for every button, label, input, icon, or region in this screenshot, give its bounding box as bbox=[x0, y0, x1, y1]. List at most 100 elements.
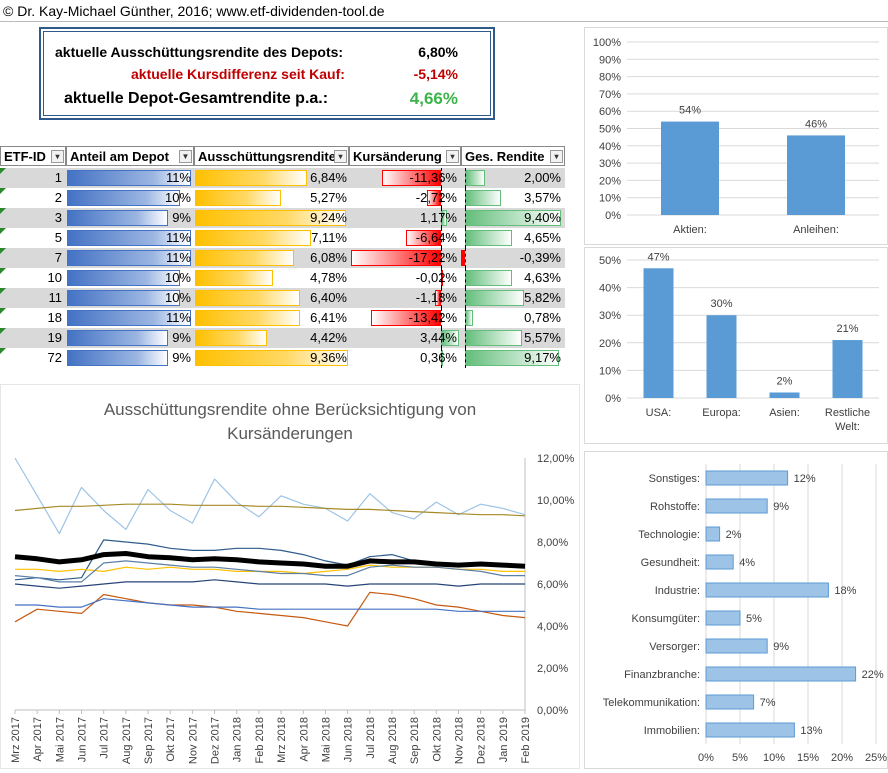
cell-ges: 4,65% bbox=[524, 230, 561, 245]
comment-marker bbox=[0, 228, 6, 234]
cell-etf-id: 72 bbox=[47, 350, 62, 365]
anteil-bar bbox=[67, 270, 180, 286]
dropdown-icon[interactable]: ▾ bbox=[446, 150, 459, 163]
y-tick-label: 50% bbox=[599, 255, 621, 267]
series-line bbox=[14, 457, 526, 535]
ausschuettung-bar bbox=[195, 290, 300, 306]
ausschuettung-bar bbox=[195, 310, 300, 326]
anteil-bar bbox=[67, 170, 191, 186]
cell-anteil: 11% bbox=[165, 170, 191, 185]
summary-box: aktuelle Ausschüttungsrendite des Depots… bbox=[39, 27, 495, 120]
x-tick-label: Aug 2017 bbox=[121, 717, 133, 764]
y-category-label: Telekommunikation: bbox=[603, 697, 700, 709]
cell-etf-id: 2 bbox=[54, 190, 62, 205]
comment-marker bbox=[0, 328, 6, 334]
y-tick-label: 30% bbox=[599, 310, 621, 322]
ges-axis-line bbox=[465, 348, 466, 368]
kurs-axis-line bbox=[441, 248, 442, 268]
col-header-anteil[interactable]: Anteil am Depot ▼ bbox=[66, 146, 194, 166]
data-label: 18% bbox=[834, 585, 856, 597]
cell-anteil: 10% bbox=[164, 290, 191, 305]
data-label: 9% bbox=[773, 501, 789, 513]
data-label: 54% bbox=[679, 105, 701, 117]
series-line bbox=[15, 598, 525, 612]
data-label: 47% bbox=[647, 251, 669, 263]
kurs-axis-line bbox=[441, 268, 442, 288]
col-header-ges[interactable]: Ges. Rendite ▾ bbox=[461, 146, 565, 166]
bar bbox=[705, 722, 795, 738]
summary-total-value: 4,66% bbox=[409, 89, 458, 108]
y-category-label: Versorger: bbox=[649, 641, 700, 653]
x-category-label: Anleihen: bbox=[793, 224, 839, 236]
y-tick-label: 20% bbox=[599, 175, 621, 187]
kurs-axis-line bbox=[441, 168, 442, 188]
x-tick-label: Mrz 2018 bbox=[276, 717, 288, 763]
cell-ausschuettung: 4,78% bbox=[310, 270, 347, 285]
cell-anteil: 11% bbox=[165, 230, 191, 245]
cell-etf-id: 18 bbox=[47, 310, 62, 325]
x-tick-label: Jul 2018 bbox=[365, 717, 377, 759]
ges-axis-line bbox=[465, 268, 466, 288]
col-header-etf-id[interactable]: ETF-ID ▾ bbox=[0, 146, 66, 166]
x-tick-label: Mrz 2017 bbox=[10, 717, 22, 763]
x-tick-label: 20% bbox=[831, 752, 853, 764]
data-label: 22% bbox=[862, 669, 884, 681]
cell-anteil: 11% bbox=[165, 250, 191, 265]
table-row: 11 10% 6,40% -1,18% 5,82% bbox=[0, 288, 565, 308]
chart-title: Ausschüttungsrendite ohne Berücksichtigu… bbox=[104, 400, 476, 419]
x-tick-label: Okt 2017 bbox=[165, 717, 177, 762]
cell-ges: 2,00% bbox=[524, 170, 561, 185]
bar bbox=[661, 121, 719, 215]
bar bbox=[705, 610, 741, 626]
col-header-label: Anteil am Depot bbox=[70, 149, 169, 164]
cell-ges: -0,39% bbox=[519, 250, 561, 265]
col-header-ausschuettung[interactable]: Ausschüttungsrendite ▾ bbox=[194, 146, 349, 166]
summary-dividend-value: 6,80% bbox=[418, 44, 458, 60]
cell-ausschuettung: 7,11% bbox=[311, 230, 347, 245]
kurs-bar-negative bbox=[381, 170, 441, 186]
table-row: 3 9% 9,24% 1,17% 9,40% bbox=[0, 208, 565, 228]
y-category-label: Konsumgüter: bbox=[632, 613, 700, 625]
series-line bbox=[14, 579, 525, 589]
x-tick-label: 10% bbox=[763, 752, 785, 764]
bar bbox=[705, 666, 857, 682]
asset-class-chart-panel: 0% 10% 20% 30% 40% 50% 60% 70% 80% 90% 100% 54% Akti… bbox=[584, 27, 888, 245]
cell-etf-id: 3 bbox=[54, 210, 62, 225]
x-category-label: Restliche bbox=[825, 407, 870, 419]
kurs-bar-negative bbox=[351, 250, 441, 266]
comment-marker bbox=[0, 208, 6, 214]
y-tick-label: 60% bbox=[599, 106, 621, 118]
x-tick-label: Aug 2018 bbox=[387, 717, 399, 764]
cell-etf-id: 5 bbox=[54, 230, 62, 245]
y-category-label: Gesundheit: bbox=[641, 557, 700, 569]
chart-title: Kursänderungen bbox=[227, 424, 353, 443]
data-label: 2% bbox=[726, 529, 742, 541]
y-tick-label: 10% bbox=[599, 193, 621, 205]
comment-marker bbox=[0, 348, 6, 354]
cell-ausschuettung: 5,27% bbox=[310, 190, 347, 205]
summary-dividend-label: aktuelle Ausschüttungsrendite des Depots… bbox=[55, 44, 344, 60]
col-header-kurs[interactable]: Kursänderung ▾ bbox=[349, 146, 461, 166]
table-row: 5 11% 7,11% -6,64% 4,65% bbox=[0, 228, 565, 248]
dropdown-icon[interactable]: ▾ bbox=[334, 150, 347, 163]
table-row: 18 11% 6,41% -13,42% 0,78% bbox=[0, 308, 565, 328]
filter-icon[interactable]: ▼ bbox=[179, 150, 192, 163]
ges-axis-line bbox=[465, 288, 466, 308]
y-tick-label: 0% bbox=[605, 210, 621, 222]
cell-ges: 0,78% bbox=[524, 310, 561, 325]
y-tick-label: 4,00% bbox=[537, 621, 568, 633]
dividend-yield-line-chart: Ausschüttungsrendite ohne Berücksichtigu… bbox=[10, 400, 575, 764]
kurs-bar-negative bbox=[406, 230, 441, 246]
ges-axis-line bbox=[465, 248, 466, 268]
table-row: 7 11% 6,08% -17,22% -0,39% bbox=[0, 248, 565, 268]
summary-total-label: aktuelle Depot-Gesamtrendite p.a.: bbox=[64, 90, 329, 107]
dropdown-icon[interactable]: ▾ bbox=[550, 150, 563, 163]
y-tick-label: 100% bbox=[593, 37, 621, 49]
x-tick-label: Apr 2018 bbox=[298, 717, 310, 762]
sort-icon[interactable]: ▾ bbox=[51, 150, 64, 163]
cell-ges: 9,17% bbox=[524, 350, 561, 365]
ges-axis-line bbox=[465, 328, 466, 348]
y-tick-label: 0% bbox=[605, 393, 621, 405]
ausschuettung-bar bbox=[195, 270, 274, 286]
bar bbox=[705, 498, 768, 514]
